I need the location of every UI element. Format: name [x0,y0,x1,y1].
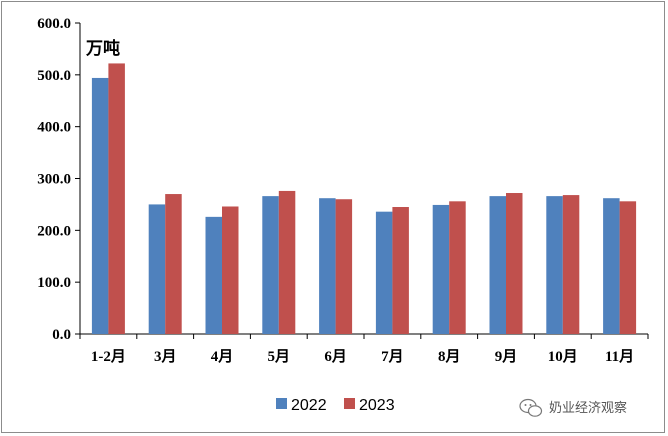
bar-2023-2 [222,206,239,334]
y-tick-label: 500.0 [37,68,71,84]
legend-swatch-2022 [276,398,287,409]
x-tick-label: 1-2月 [91,348,126,365]
bar-2023-8 [562,195,580,334]
legend-label-2023: 2023 [359,397,395,414]
bar-2022-8 [546,196,563,334]
wechat-icon [519,398,543,417]
x-tick-label: 7月 [381,348,404,365]
bar-2023-4 [335,199,353,334]
y-tick-label: 100.0 [37,275,71,291]
bar-2023-7 [506,193,523,334]
bar-2022-5 [375,211,393,334]
x-tick-label: 11月 [605,348,634,365]
bar-2022-0 [91,77,109,335]
bar-2022-1 [148,204,166,334]
y-tick-label: 200.0 [37,223,71,239]
y-tick-label: 400.0 [37,120,71,136]
x-tick-label: 5月 [268,348,291,365]
x-tick-label: 3月 [154,348,177,365]
bar-2023-1 [165,194,182,334]
bar-2023-9 [619,201,637,334]
tick-labels: 0.0 100.0 200.0 300.0 400.0 500.0 600.0 1-2月 3月 4… [37,16,634,365]
x-tick-label: 6月 [324,348,347,365]
y-tick-label: 0.0 [52,327,71,343]
bar-2023-0 [108,63,125,335]
bar-2022-6 [432,204,450,334]
legend-label-2022: 2022 [291,397,327,414]
unit-label: 万吨 [85,38,120,59]
bars [91,63,637,335]
x-tick-label: 4月 [211,348,234,365]
bar-2023-6 [449,201,466,334]
bar-2022-4 [319,198,336,334]
bar-2022-2 [205,216,222,334]
x-tick-label: 8月 [438,348,461,365]
bar-2022-7 [489,196,506,334]
bar-2023-3 [278,190,296,334]
x-tick-label: 10月 [548,348,578,365]
bar-2022-3 [262,196,279,334]
legend-swatch-2023 [344,398,355,409]
watermark: 奶业经济观察 [519,398,627,417]
x-tick-label: 9月 [495,348,518,365]
legend: 2022 2023 [276,397,395,414]
bar-2023-5 [392,207,409,334]
bar-2022-9 [603,198,620,334]
y-tick-label: 300.0 [37,172,71,188]
y-tick-label: 600.0 [37,16,71,32]
watermark-text: 奶业经济观察 [549,401,627,416]
